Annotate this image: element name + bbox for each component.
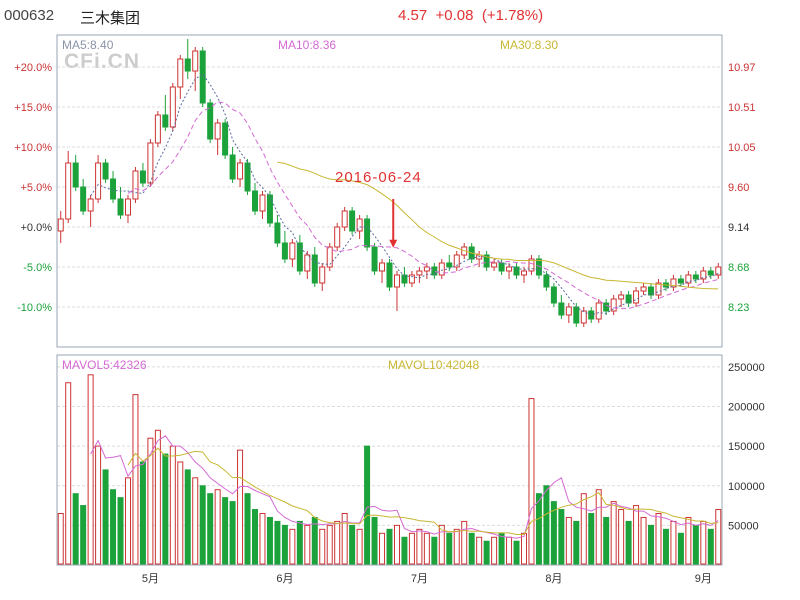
- ma-lines: [90, 73, 719, 539]
- pct-axis-label: +10.0%: [14, 142, 52, 154]
- month-axis-label: 8月: [545, 573, 562, 585]
- price-axis-label: 9.14: [728, 222, 749, 234]
- annotation-arrow: [389, 199, 398, 248]
- price-axis-label: 10.05: [728, 142, 756, 154]
- volume-axis-label: 50000: [728, 520, 759, 532]
- stock-code: 000632: [4, 7, 55, 24]
- volume-axis-label: 250000: [728, 362, 765, 374]
- ma10-label: MA10:8.36: [278, 38, 337, 52]
- mavol5-label: MAVOL5:42326: [62, 358, 147, 372]
- price-axis-label: 10.97: [728, 62, 756, 74]
- pct-axis-label: -5.0%: [23, 262, 52, 274]
- volume-axis-label: 150000: [728, 441, 765, 453]
- candlesticks: [57, 39, 722, 327]
- price-axis-label: 8.68: [728, 262, 749, 274]
- price-axis-label: 8.23: [728, 302, 749, 314]
- price-axis-label: 9.60: [728, 182, 749, 194]
- ma10-line: [127, 101, 719, 310]
- pct-axis-label: +20.0%: [14, 62, 52, 74]
- annotation-date: 2016-06-24: [335, 169, 422, 186]
- ma5-label: MA5:8.40: [62, 38, 114, 52]
- volume-axis-label: 200000: [728, 402, 765, 414]
- pct-axis-label: +5.0%: [21, 182, 53, 194]
- pct-axis-label: +15.0%: [14, 102, 52, 114]
- stock-quote: 4.57 +0.08 (+1.78%): [398, 7, 544, 24]
- month-axis-label: 9月: [695, 573, 712, 585]
- mavol10-line: [127, 447, 719, 535]
- stock-name: 三木集团: [80, 10, 141, 27]
- ma5-line: [90, 73, 719, 316]
- axis-labels: +20.0% 10.97 +15.0% 10.51 +10.0% 10.05 +5.0% 9.…: [14, 62, 764, 585]
- price-axis-label: 10.51: [728, 102, 756, 114]
- month-axis-label: 7月: [411, 573, 428, 585]
- pct-axis-label: +0.0%: [21, 222, 53, 234]
- ma30-line: [277, 161, 719, 290]
- ma30-label: MA30:8.30: [500, 38, 559, 52]
- volume-axis-label: 100000: [728, 481, 765, 493]
- month-axis-label: 6月: [276, 573, 293, 585]
- pane-frames: [56, 34, 723, 566]
- mavol10-label: MAVOL10:42048: [388, 358, 480, 372]
- pct-axis-label: -10.0%: [17, 302, 52, 314]
- volume-bars: [57, 374, 722, 565]
- month-axis-label: 5月: [142, 573, 159, 585]
- mavol5-line: [90, 435, 719, 539]
